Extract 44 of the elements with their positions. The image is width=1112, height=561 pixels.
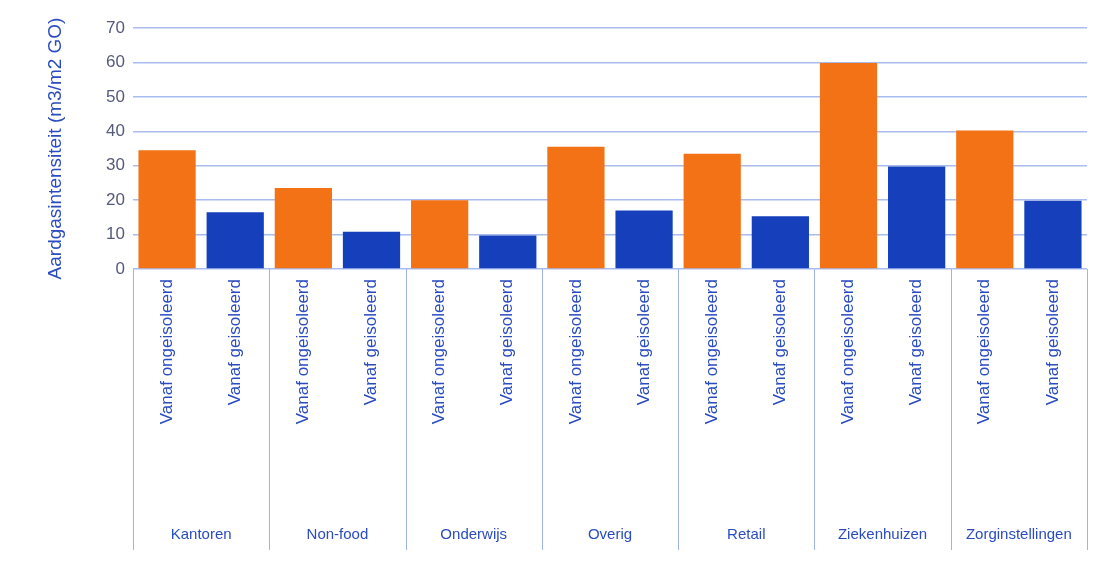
text: Overig	[587, 525, 633, 543]
x-tick-label: Vanaf ongeisoleerd	[429, 279, 449, 425]
y-tick-label: 10	[106, 224, 125, 244]
x-tick-label: Vanaf geisoleerd	[361, 279, 381, 406]
bar	[411, 200, 469, 269]
bar	[547, 146, 605, 269]
y-tick-label: 50	[106, 86, 125, 106]
bar	[956, 130, 1014, 269]
y-tick-label: 0	[115, 258, 125, 278]
x-tick-label: Vanaf geisoleerd	[906, 279, 926, 406]
x-tick-label: Vanaf geisoleerd	[497, 279, 517, 406]
text: Kantoren	[170, 525, 232, 543]
bar	[342, 231, 401, 269]
bar	[1024, 200, 1082, 269]
bar	[751, 216, 809, 269]
x-tick-label: Vanaf geisoleerd	[1042, 279, 1062, 406]
y-tick-label: 40	[106, 120, 125, 140]
x-tick-label: Vanaf ongeisoleerd	[838, 279, 858, 425]
bar	[683, 153, 741, 269]
y-tick-label: 70	[106, 17, 125, 37]
x-tick-label: Vanaf geisoleerd	[633, 279, 653, 406]
bar	[479, 235, 537, 269]
x-tick-label: Vanaf ongeisoleerd	[974, 279, 994, 425]
x-tick-label: Vanaf ongeisoleerd	[156, 279, 176, 425]
x-tick-label: Vanaf ongeisoleerd	[293, 279, 313, 425]
bar	[615, 210, 673, 269]
y-axis-title: Aardgasintensiteit (m3/m2 GO)	[43, 17, 65, 280]
y-tick-label: 20	[106, 189, 125, 209]
x-tick-label: Vanaf geisoleerd	[770, 279, 790, 406]
x-tick-label: Vanaf ongeisoleerd	[701, 279, 721, 425]
text: Onderwijs	[440, 525, 508, 543]
text: Retail	[727, 525, 766, 543]
text: Non-food	[306, 525, 369, 543]
y-tick-label: 60	[106, 52, 125, 72]
y-tick-label: 30	[106, 155, 125, 175]
x-tick-label: Vanaf ongeisoleerd	[565, 279, 585, 425]
bar	[138, 150, 196, 269]
bar	[888, 166, 946, 269]
x-tick-label: Vanaf geisoleerd	[224, 279, 244, 406]
text: Zorginstellingen	[965, 525, 1072, 543]
bar	[819, 63, 878, 269]
text: Ziekenhuizen	[837, 525, 928, 543]
bar	[274, 188, 332, 269]
bar	[206, 212, 264, 269]
